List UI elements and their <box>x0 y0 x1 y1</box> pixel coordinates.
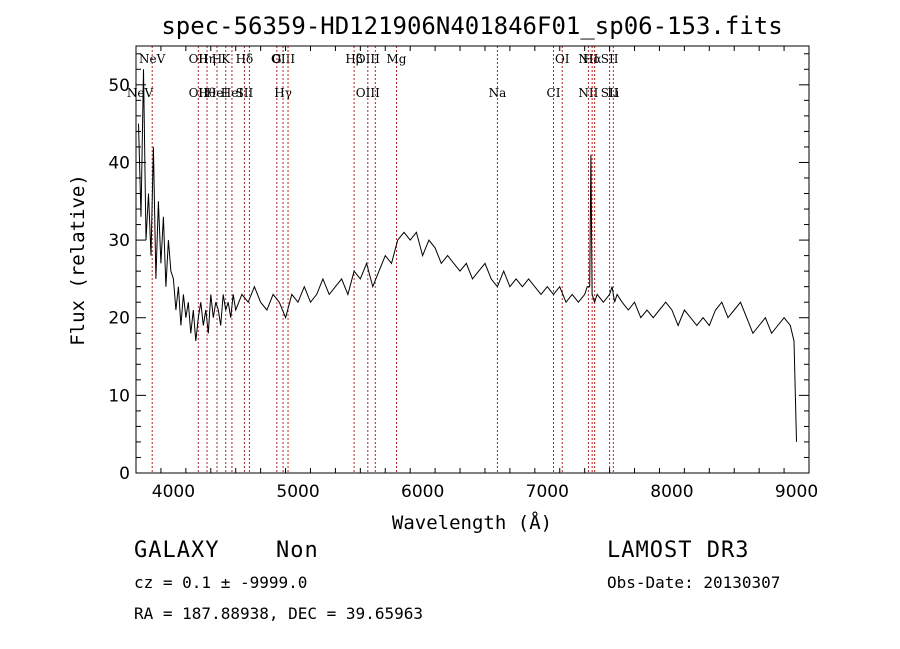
y-tick-label: 30 <box>108 231 130 251</box>
x-tick-label: 6000 <box>401 482 444 502</box>
chart-title: spec-56359-HD121906N401846F01_sp06-153.f… <box>161 12 782 40</box>
line-label-bottom: Na <box>489 86 507 100</box>
y-axis: 0 10 20 30 40 50 <box>108 53 809 484</box>
line-label-bottom: Hγ <box>274 86 292 100</box>
y-tick-label: 0 <box>119 464 130 484</box>
x-axis-label: Wavelength (Å) <box>392 511 552 534</box>
line-label-top: OIII <box>356 52 380 66</box>
line-label-bottom: OII <box>189 86 209 100</box>
line-label-top: H <box>212 52 222 66</box>
line-label-top: Hβ <box>345 52 362 66</box>
line-label-bottom: CI <box>547 86 561 100</box>
line-label-top: G <box>272 52 282 66</box>
line-label-top: Hη <box>198 52 216 66</box>
coordinates-line: RA = 187.88938, DEC = 39.65963 <box>134 604 423 623</box>
y-axis-label: Flux (relative) <box>67 174 89 346</box>
line-label-bottom: NeV <box>127 86 154 100</box>
line-label-bottom: OIII <box>356 86 380 100</box>
x-axis: 4000 5000 6000 7000 8000 9000 <box>135 46 818 502</box>
x-tick-label: 9000 <box>775 482 818 502</box>
plot-frame <box>135 45 810 474</box>
object-subclass: Non <box>276 538 319 563</box>
line-label-bottom: NII <box>578 86 598 100</box>
x-tick-label: 8000 <box>650 482 693 502</box>
line-label-top: Hα <box>583 52 602 66</box>
line-label-top: SII <box>601 52 619 66</box>
line-label-top: OII <box>189 52 209 66</box>
line-label-top: NII <box>578 52 598 66</box>
y-tick-label: 40 <box>108 153 130 173</box>
line-label-top: Mg <box>386 52 406 66</box>
x-tick-label: 5000 <box>276 482 319 502</box>
emission-line-markers: NeV OIIOIIHηHθHHeIKHeIHδSIIGOIIIHγHβOIIIO… <box>127 46 619 473</box>
line-label-top: K <box>221 52 231 66</box>
line-label-bottom: SII <box>236 86 254 100</box>
y-tick-label: 50 <box>108 76 130 96</box>
spectrum-line <box>138 69 797 442</box>
y-tick-label: 10 <box>108 386 130 406</box>
y-tick-label: 20 <box>108 309 130 329</box>
x-tick-label: 4000 <box>152 482 195 502</box>
line-label-top: Hδ <box>236 52 254 66</box>
object-class: GALAXY <box>134 538 220 563</box>
observation-date: Obs-Date: 20130307 <box>607 573 781 592</box>
line-label-top: NeV <box>139 52 166 66</box>
line-label-bottom: HeI <box>221 86 244 100</box>
line-label-bottom: HeI <box>206 86 229 100</box>
line-label-bottom: SII <box>601 86 619 100</box>
redshift-line: cz = 0.1 ± -9999.0 <box>134 573 308 592</box>
x-tick-label: 7000 <box>526 482 569 502</box>
line-label-bottom: Hθ <box>198 86 216 100</box>
line-label-bottom: Li <box>607 86 619 100</box>
line-label-top: OIII <box>271 52 295 66</box>
survey-name: LAMOST DR3 <box>607 538 750 563</box>
line-label-top: OI <box>555 52 570 66</box>
